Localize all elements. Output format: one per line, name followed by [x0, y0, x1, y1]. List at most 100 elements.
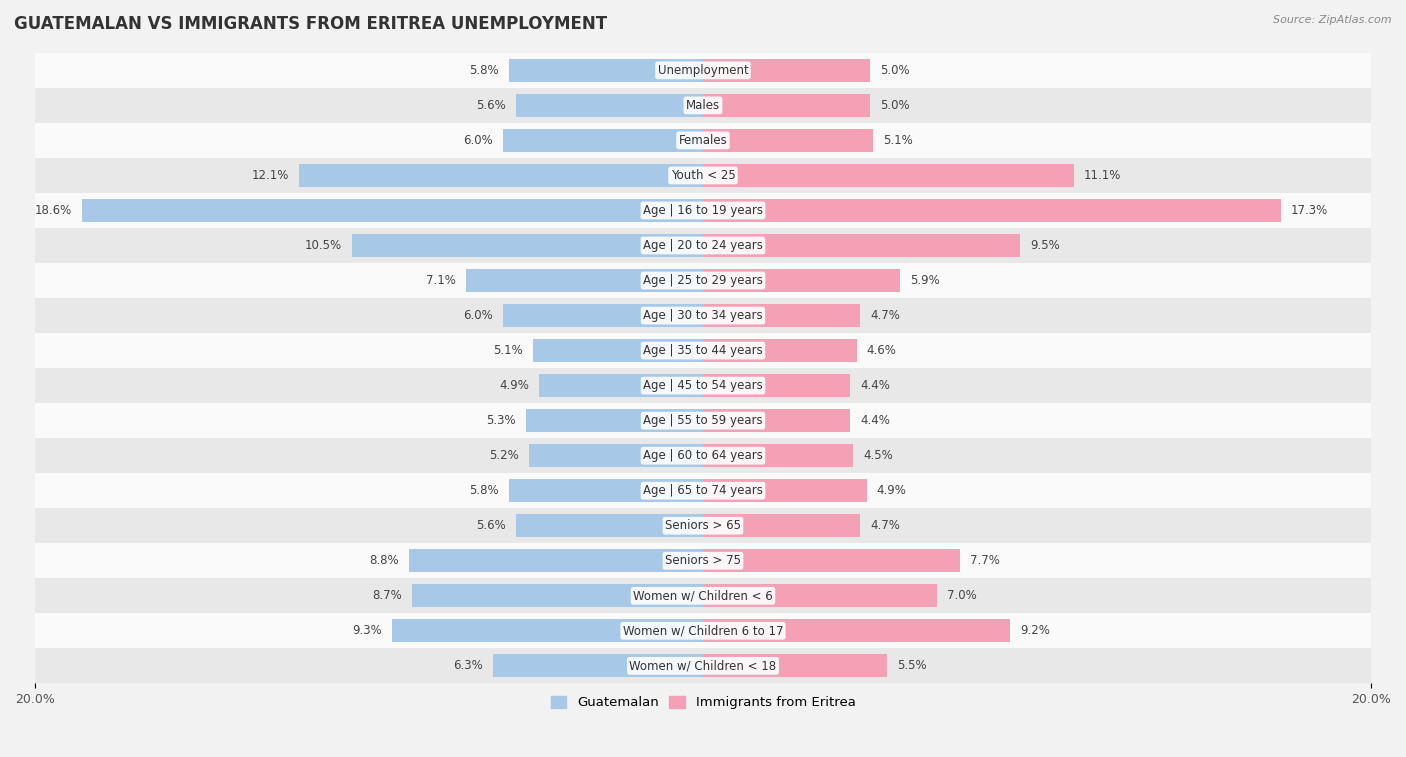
- Bar: [492, 655, 703, 678]
- Text: Age | 65 to 74 years: Age | 65 to 74 years: [643, 484, 763, 497]
- Bar: [703, 94, 870, 117]
- Bar: [35, 333, 1371, 368]
- Text: Seniors > 65: Seniors > 65: [665, 519, 741, 532]
- Bar: [703, 339, 856, 362]
- Bar: [703, 514, 860, 537]
- Text: GUATEMALAN VS IMMIGRANTS FROM ERITREA UNEMPLOYMENT: GUATEMALAN VS IMMIGRANTS FROM ERITREA UN…: [14, 15, 607, 33]
- Text: 6.0%: 6.0%: [463, 309, 492, 322]
- Bar: [703, 374, 851, 397]
- Text: Women w/ Children < 18: Women w/ Children < 18: [630, 659, 776, 672]
- Bar: [35, 263, 1371, 298]
- Text: Youth < 25: Youth < 25: [671, 169, 735, 182]
- Text: Age | 45 to 54 years: Age | 45 to 54 years: [643, 379, 763, 392]
- Text: Age | 35 to 44 years: Age | 35 to 44 years: [643, 344, 763, 357]
- Bar: [529, 444, 703, 467]
- Bar: [35, 53, 1371, 88]
- Text: 8.8%: 8.8%: [370, 554, 399, 567]
- Bar: [35, 368, 1371, 403]
- Text: 4.6%: 4.6%: [866, 344, 897, 357]
- Text: 7.0%: 7.0%: [946, 589, 977, 603]
- Bar: [35, 544, 1371, 578]
- Text: Age | 55 to 59 years: Age | 55 to 59 years: [643, 414, 763, 427]
- Text: 11.1%: 11.1%: [1084, 169, 1121, 182]
- Bar: [540, 374, 703, 397]
- Text: 18.6%: 18.6%: [34, 204, 72, 217]
- Bar: [35, 403, 1371, 438]
- Text: Females: Females: [679, 134, 727, 147]
- Text: Age | 60 to 64 years: Age | 60 to 64 years: [643, 449, 763, 463]
- Bar: [502, 129, 703, 152]
- Text: 4.7%: 4.7%: [870, 519, 900, 532]
- Text: 5.6%: 5.6%: [477, 519, 506, 532]
- Bar: [35, 473, 1371, 508]
- Bar: [412, 584, 703, 607]
- Text: 5.1%: 5.1%: [494, 344, 523, 357]
- Text: 4.7%: 4.7%: [870, 309, 900, 322]
- Text: 9.3%: 9.3%: [353, 625, 382, 637]
- Bar: [35, 298, 1371, 333]
- Bar: [409, 550, 703, 572]
- Bar: [703, 164, 1074, 187]
- Text: Unemployment: Unemployment: [658, 64, 748, 77]
- Text: 4.5%: 4.5%: [863, 449, 893, 463]
- Bar: [703, 269, 900, 292]
- Bar: [703, 619, 1011, 642]
- Bar: [703, 304, 860, 327]
- Text: 6.3%: 6.3%: [453, 659, 482, 672]
- Text: 5.6%: 5.6%: [477, 99, 506, 112]
- Text: 5.2%: 5.2%: [489, 449, 519, 463]
- Text: 9.5%: 9.5%: [1031, 239, 1060, 252]
- Text: 17.3%: 17.3%: [1291, 204, 1329, 217]
- Text: Seniors > 75: Seniors > 75: [665, 554, 741, 567]
- Bar: [516, 94, 703, 117]
- Bar: [35, 508, 1371, 544]
- Bar: [82, 199, 703, 222]
- Text: Women w/ Children 6 to 17: Women w/ Children 6 to 17: [623, 625, 783, 637]
- Text: 8.7%: 8.7%: [373, 589, 402, 603]
- Bar: [703, 479, 866, 502]
- Text: 12.1%: 12.1%: [252, 169, 288, 182]
- Bar: [35, 648, 1371, 684]
- Text: 4.4%: 4.4%: [860, 414, 890, 427]
- Bar: [703, 199, 1281, 222]
- Bar: [703, 234, 1021, 257]
- Bar: [465, 269, 703, 292]
- Bar: [703, 410, 851, 432]
- Bar: [703, 444, 853, 467]
- Bar: [392, 619, 703, 642]
- Text: 5.0%: 5.0%: [880, 99, 910, 112]
- Text: Age | 16 to 19 years: Age | 16 to 19 years: [643, 204, 763, 217]
- Bar: [35, 228, 1371, 263]
- Bar: [703, 655, 887, 678]
- Text: 10.5%: 10.5%: [305, 239, 342, 252]
- Text: 5.3%: 5.3%: [486, 414, 516, 427]
- Text: 7.7%: 7.7%: [970, 554, 1000, 567]
- Text: Age | 30 to 34 years: Age | 30 to 34 years: [643, 309, 763, 322]
- Bar: [502, 304, 703, 327]
- Text: 7.1%: 7.1%: [426, 274, 456, 287]
- Text: 4.9%: 4.9%: [499, 379, 529, 392]
- Text: 5.0%: 5.0%: [880, 64, 910, 77]
- Bar: [35, 193, 1371, 228]
- Bar: [35, 123, 1371, 158]
- Bar: [526, 410, 703, 432]
- Bar: [299, 164, 703, 187]
- Text: Age | 25 to 29 years: Age | 25 to 29 years: [643, 274, 763, 287]
- Bar: [533, 339, 703, 362]
- Bar: [353, 234, 703, 257]
- Bar: [35, 438, 1371, 473]
- Text: Women w/ Children < 6: Women w/ Children < 6: [633, 589, 773, 603]
- Text: 4.9%: 4.9%: [877, 484, 907, 497]
- Bar: [35, 158, 1371, 193]
- Bar: [703, 129, 873, 152]
- Bar: [35, 613, 1371, 648]
- Text: 4.4%: 4.4%: [860, 379, 890, 392]
- Bar: [35, 88, 1371, 123]
- Bar: [703, 584, 936, 607]
- Bar: [703, 550, 960, 572]
- Bar: [509, 479, 703, 502]
- Legend: Guatemalan, Immigrants from Eritrea: Guatemalan, Immigrants from Eritrea: [546, 690, 860, 715]
- Text: Source: ZipAtlas.com: Source: ZipAtlas.com: [1274, 15, 1392, 25]
- Text: Age | 20 to 24 years: Age | 20 to 24 years: [643, 239, 763, 252]
- Text: 5.9%: 5.9%: [910, 274, 939, 287]
